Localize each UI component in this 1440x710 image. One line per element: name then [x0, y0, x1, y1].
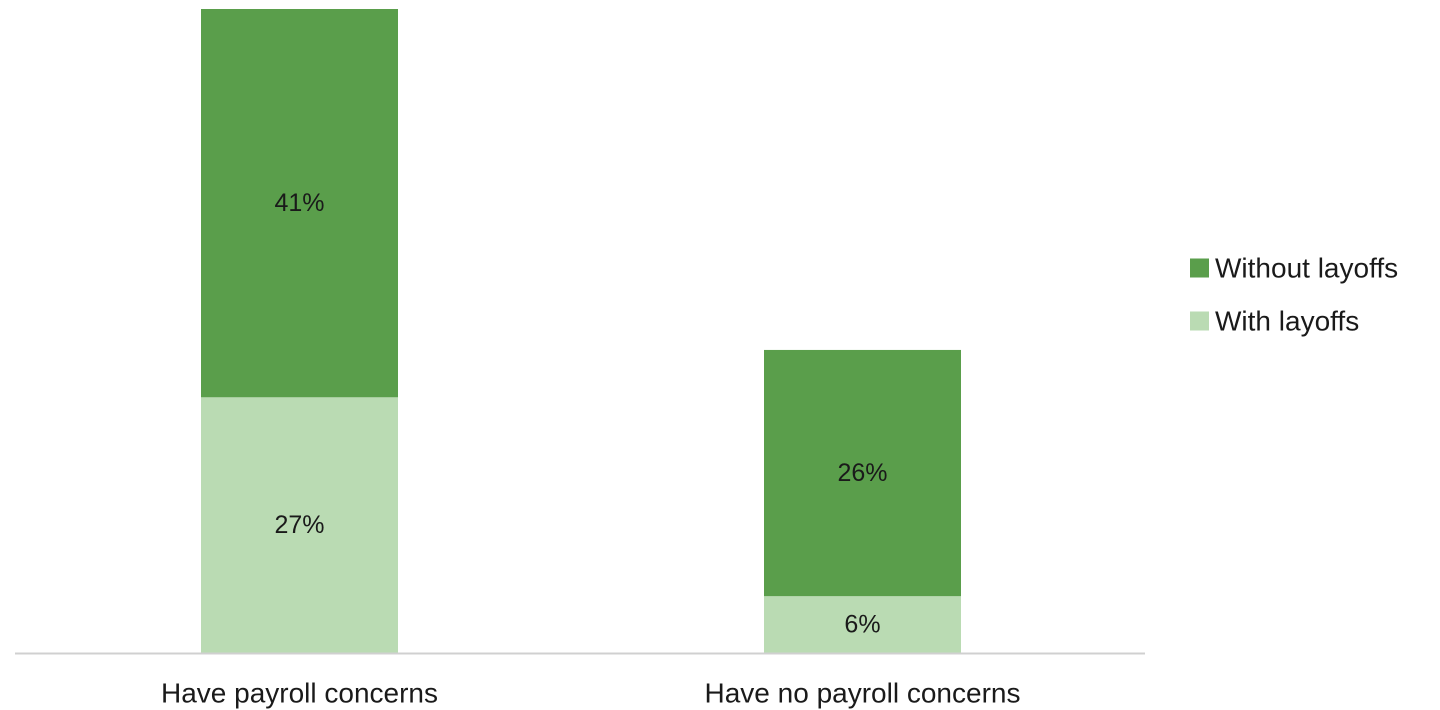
data-label-with-layoffs-have-no-payroll-concerns: 6%: [844, 611, 880, 639]
category-label-have-payroll-concerns: Have payroll concerns: [161, 678, 438, 709]
bar-with-layoffs-have-no-payroll-concerns: [764, 596, 961, 653]
data-labels-layer: 27% 41% 6% 26%: [274, 189, 887, 638]
legend-swatch-with-layoffs: [1190, 311, 1209, 331]
bars-layer: [201, 9, 961, 653]
bar-with-layoffs-have-payroll-concerns: [201, 397, 398, 653]
data-label-without-layoffs-have-payroll-concerns: 41%: [274, 189, 324, 217]
category-labels-layer: Have payroll concerns Have no payroll con…: [161, 678, 1020, 709]
legend-label-with-layoffs: With layoffs: [1215, 306, 1359, 337]
data-label-with-layoffs-have-payroll-concerns: 27%: [274, 511, 324, 539]
data-label-without-layoffs-have-no-payroll-concerns: 26%: [837, 459, 887, 487]
legend: Without layoffs With layoffs: [1190, 253, 1398, 337]
bar-without-layoffs-have-payroll-concerns: [201, 9, 398, 398]
category-label-have-no-payroll-concerns: Have no payroll concerns: [705, 678, 1021, 709]
legend-label-without-layoffs: Without layoffs: [1215, 253, 1398, 284]
bar-without-layoffs-have-no-payroll-concerns: [764, 349, 961, 597]
legend-swatch-without-layoffs: [1190, 258, 1209, 278]
